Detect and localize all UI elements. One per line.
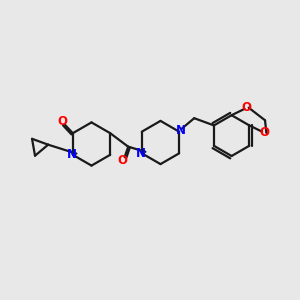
Text: N: N xyxy=(136,147,146,160)
Text: O: O xyxy=(118,154,128,167)
Text: N: N xyxy=(67,148,76,161)
Text: N: N xyxy=(176,124,185,137)
Text: O: O xyxy=(259,126,269,140)
Text: O: O xyxy=(242,101,252,114)
Text: O: O xyxy=(57,115,67,128)
